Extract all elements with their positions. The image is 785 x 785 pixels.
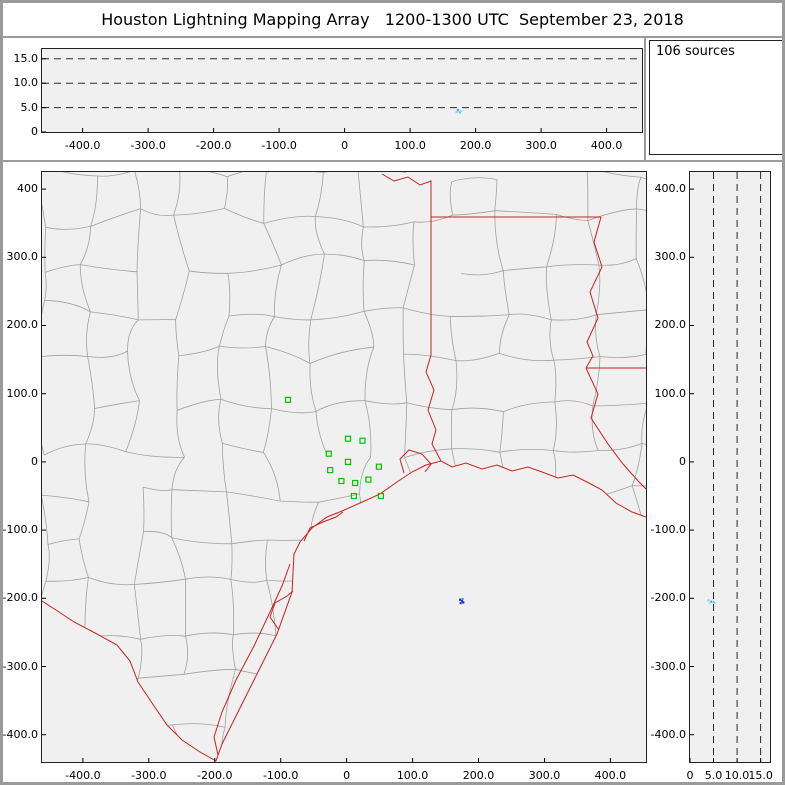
corpus-christi-bay xyxy=(269,590,294,631)
county-boundaries xyxy=(42,172,646,761)
tick-label: -300.0 xyxy=(2,659,38,673)
source-count-label: 106 sources xyxy=(656,44,735,59)
state-borders-and-coast xyxy=(42,173,646,762)
tick-label: 100.0 xyxy=(396,769,429,782)
tick-label: -400.0 xyxy=(650,727,686,741)
tick-label: -200.0 xyxy=(2,591,38,605)
tick-label: -100.0 xyxy=(2,523,38,537)
source-count-box: 106 sources xyxy=(649,40,782,155)
mississippi-river-lower xyxy=(585,367,646,490)
tick-label: -200.0 xyxy=(197,769,233,782)
tick-label: -400.0 xyxy=(64,139,101,152)
tick-label: 100.0 xyxy=(654,386,687,400)
tick-label: 300.0 xyxy=(528,769,561,782)
tick-label: 300.0 xyxy=(6,250,39,264)
galveston-bay xyxy=(399,449,432,474)
altitude-ew-panel[interactable] xyxy=(41,48,643,133)
tick-label: 5.0 xyxy=(20,100,39,114)
tick-label: 10.0 xyxy=(13,76,39,90)
tick-label: 200.0 xyxy=(462,769,495,782)
tick-label: -300.0 xyxy=(130,139,166,152)
altitude-ew-plot xyxy=(42,58,642,132)
tick-label: 0 xyxy=(343,769,351,782)
tick-label: 0 xyxy=(31,125,38,138)
tick-label: -300.0 xyxy=(650,659,686,673)
texas-louisiana-border-sabine xyxy=(425,217,442,462)
map-plot xyxy=(42,172,646,762)
laguna-madre-shore xyxy=(213,563,291,756)
tick-label: 0 xyxy=(679,454,686,468)
tick-label: 400.0 xyxy=(594,769,627,782)
title-divider xyxy=(3,36,782,38)
tick-label: 15.0 xyxy=(748,769,773,782)
tick-label: -200.0 xyxy=(195,139,232,152)
tick-label: -400.0 xyxy=(2,727,38,741)
tick-label: 400.0 xyxy=(654,182,687,196)
rio-grande-river xyxy=(42,600,217,762)
map-panel[interactable] xyxy=(41,171,647,763)
matagorda-bay xyxy=(303,511,344,542)
tick-label: 200.0 xyxy=(654,318,687,332)
tick-label: 0 xyxy=(31,454,38,468)
tick-label: -100.0 xyxy=(262,769,299,782)
tick-label: 5.0 xyxy=(704,769,723,782)
tick-label: 15.0 xyxy=(13,51,39,65)
tick-label: -100.0 xyxy=(650,523,686,537)
tick-label: 300.0 xyxy=(525,139,557,152)
tick-label: 0 xyxy=(341,139,349,152)
tick-label: -200.0 xyxy=(650,591,686,605)
altitude-ns-panel[interactable] xyxy=(689,171,771,763)
tick-label: 100.0 xyxy=(394,139,426,152)
tick-label: 300.0 xyxy=(654,250,687,264)
altitude-ns-plot xyxy=(690,172,762,762)
tick-label: 200.0 xyxy=(6,318,39,332)
tick-label: 400 xyxy=(17,182,38,196)
middle-divider xyxy=(3,160,782,162)
page-title: Houston Lightning Mapping Array 1200-130… xyxy=(101,10,684,29)
gulf-coastline xyxy=(215,460,646,762)
tick-label: 400.0 xyxy=(590,139,623,152)
tick-label: 100.0 xyxy=(6,386,39,400)
red-river-border xyxy=(381,173,432,217)
top-vertical-divider xyxy=(644,36,646,162)
mississippi-river-upper xyxy=(585,216,603,369)
lma-station-markers xyxy=(284,396,384,500)
tick-label: -300.0 xyxy=(131,769,167,782)
tick-label: -100.0 xyxy=(261,139,297,152)
tick-label: 200.0 xyxy=(459,139,492,152)
tick-label: 0 xyxy=(686,769,694,782)
tick-label: -400.0 xyxy=(65,769,101,782)
tick-label: 10.0 xyxy=(724,769,750,782)
